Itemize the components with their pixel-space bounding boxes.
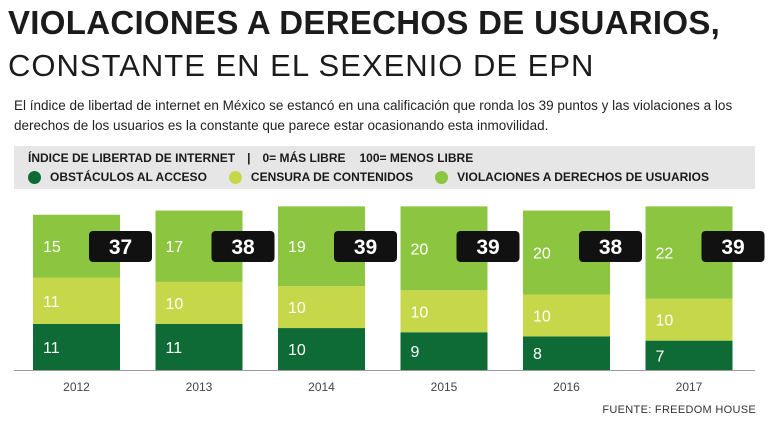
bar-segment-censura [33,277,120,324]
segment-value-label: 22 [656,246,674,263]
bar-segment-censura [645,298,733,341]
segment-value-label: 20 [411,241,429,258]
bar-segment-obstaculos [523,336,610,370]
legend-dot-violaciones [435,170,449,184]
total-badge [211,231,275,262]
segment-value-label: 19 [288,239,306,256]
segment-value-label: 10 [288,342,306,359]
x-tick-label: 2014 [308,380,335,394]
legend-dot-censura [228,170,242,184]
total-value-label: 39 [721,236,744,259]
segment-value-label: 10 [411,304,429,321]
series-legend-row: OBSTÁCULOS AL ACCESO CENSURA DE CONTENID… [28,170,731,184]
segment-value-label: 11 [43,340,60,357]
segment-value-label: 10 [166,296,184,313]
bar-segment-censura [400,290,488,333]
total-badge [89,231,152,262]
total-badge [456,231,520,262]
total-badge [579,231,642,262]
scale-unfree-label: 100= MENOS LIBRE [359,151,474,165]
legend-label-obstaculos: OBSTÁCULOS AL ACCESO [50,170,207,184]
scale-free-label: 0= MÁS LIBRE [262,151,346,165]
segment-value-label: 8 [533,346,542,363]
legend-label-violaciones: VIOLACIONES A DERECHOS DE USUARIOS [457,170,709,184]
segment-value-label: 10 [288,300,306,317]
x-tick-label: 2013 [186,380,213,394]
x-tick-label: 2012 [63,380,90,394]
total-value-label: 39 [354,236,377,259]
bar-segment-obstaculos [400,332,488,370]
segment-value-label: 11 [43,294,60,311]
segment-value-label: 11 [166,340,183,357]
total-value-label: 38 [599,236,623,259]
total-badge [334,231,397,262]
x-tick-label: 2015 [431,380,458,394]
bar-segment-obstaculos [155,323,243,370]
bar-segment-obstaculos [645,340,733,370]
bar-segment-obstaculos [33,323,120,370]
legend-item-obstaculos: OBSTÁCULOS AL ACCESO [28,170,207,184]
bar-segment-censura [278,286,365,329]
total-value-label: 39 [476,236,499,259]
stacked-bar-chart: 11 11 15 37 2012 11 10 17 38 2013 10 10 19 39 2014 9 10 2… [14,206,765,394]
x-tick-label: 2017 [676,380,703,394]
segment-value-label: 17 [166,239,184,256]
index-scale-row: ÍNDICE DE LIBERTAD DE INTERNET | 0= MÁS LI… [28,151,473,165]
x-tick-label: 2016 [553,380,580,394]
legend-label-censura: CENSURA DE CONTENIDOS [250,170,414,184]
segment-value-label: 9 [411,344,420,361]
title-line-2: CONSTANTE EN EL SEXENIO DE EPN [8,48,595,83]
segment-value-label: 20 [533,246,551,263]
segment-value-label: 10 [656,313,674,330]
legend-item-violaciones: VIOLACIONES A DERECHOS DE USUARIOS [435,170,709,184]
legend-dot-obstaculos [28,170,41,184]
segment-value-label: 7 [656,348,665,365]
description: El índice de libertad de internet en Méx… [14,98,733,133]
legend-separator: | [247,151,251,165]
total-badge [701,231,765,262]
segment-value-label: 10 [533,308,551,325]
bar-segment-obstaculos [278,328,365,370]
bar-segment-censura [155,281,243,324]
index-label: ÍNDICE DE LIBERTAD DE INTERNET [28,151,236,165]
bar-segment-censura [523,294,610,337]
legend-item-censura: CENSURA DE CONTENIDOS [228,170,414,184]
source-note: FUENTE: FREEDOM HOUSE [602,404,756,416]
title-line-1: VIOLACIONES A DERECHOS DE USUARIOS, [8,4,721,41]
total-value-label: 38 [231,236,255,259]
total-value-label: 37 [109,236,132,259]
legend-box: ÍNDICE DE LIBERTAD DE INTERNET | 0= MÁS LI… [14,146,755,189]
segment-value-label: 15 [43,239,61,256]
